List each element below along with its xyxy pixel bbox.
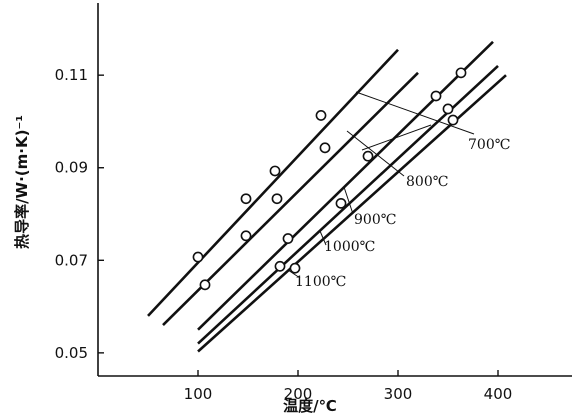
data-point <box>447 114 459 126</box>
x-axis-title: 温度/℃ <box>283 397 337 415</box>
y-tick-label: 0.05 <box>55 344 88 362</box>
x-tick-label: 200 <box>284 385 313 403</box>
y-axis-title: 热导率/W·(m·K)⁻¹ <box>13 115 31 249</box>
data-point <box>240 193 252 205</box>
x-tick-label: 400 <box>484 385 513 403</box>
data-point <box>199 279 211 291</box>
series-label: 800℃ <box>406 174 448 190</box>
data-point <box>271 193 283 205</box>
x-tick-label: 100 <box>184 385 213 403</box>
label-leader <box>346 130 405 177</box>
series-label: 700℃ <box>468 137 510 153</box>
data-point <box>282 233 294 244</box>
data-point <box>274 260 286 272</box>
y-tick-label: 0.07 <box>55 251 88 269</box>
label-leader <box>343 186 354 215</box>
series-label: 900℃ <box>354 212 396 228</box>
series-points <box>192 67 467 291</box>
data-point <box>269 165 281 177</box>
y-tick-label: 0.11 <box>55 66 88 84</box>
data-point <box>315 110 327 121</box>
series-line <box>197 40 494 331</box>
label-leader <box>287 269 301 279</box>
axes: 100 200 300 400 0.05 0.07 0.09 0.11 温度/℃ 热导率/W·(m… <box>13 3 572 415</box>
data-point <box>240 230 252 242</box>
series-label: 1100℃ <box>295 274 346 290</box>
series-lines <box>147 40 507 353</box>
series-labels: 700℃ 800℃ 900℃ 1000℃ 1100℃ <box>287 91 510 290</box>
data-point <box>335 197 347 209</box>
series-line <box>147 48 399 317</box>
data-point <box>455 67 467 79</box>
series-label: 1000℃ <box>324 239 375 255</box>
data-point <box>192 251 204 263</box>
data-point <box>289 262 301 274</box>
data-point <box>430 90 442 102</box>
data-point <box>319 142 331 154</box>
label-leader <box>361 124 432 151</box>
x-tick-label: 300 <box>384 385 413 403</box>
y-tick-label: 0.09 <box>55 159 88 177</box>
label-leader <box>355 91 475 135</box>
label-leader <box>319 230 327 246</box>
data-point <box>362 150 374 162</box>
data-point <box>442 103 454 115</box>
